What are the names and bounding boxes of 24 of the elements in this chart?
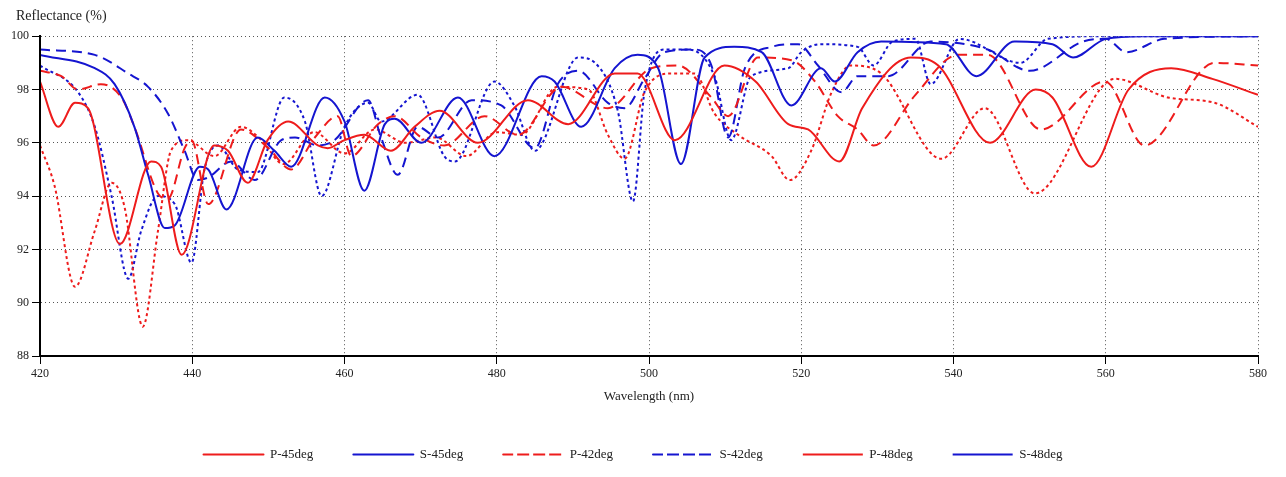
x-tick-label: 520	[792, 366, 811, 381]
x-axis-title: Wavelength (nm)	[603, 387, 695, 403]
legend-label: S-42deg	[719, 445, 764, 461]
y-tick-label: 98	[17, 81, 29, 96]
x-tick-label: 540	[944, 366, 963, 381]
y-tick-label: 90	[17, 294, 29, 309]
y-tick-label: 94	[17, 188, 29, 203]
y-axis-title: Reflectance (%)	[16, 8, 108, 25]
y-tick-label: 88	[17, 348, 29, 363]
x-tick-label: 440	[183, 366, 202, 381]
x-tick-label: 460	[335, 366, 354, 381]
y-tick-label: 96	[17, 134, 29, 149]
x-tick-label: 420	[31, 366, 49, 381]
legend-label: P-45deg	[270, 445, 314, 461]
x-tick-label: 560	[1096, 366, 1115, 381]
x-tick-label: 500	[640, 366, 658, 381]
y-tick-label: 92	[17, 241, 29, 256]
legend-label: P-48deg	[869, 445, 914, 461]
x-tick-label: 480	[487, 366, 506, 381]
legend-label: S-48deg	[1019, 445, 1063, 461]
legend-label: S-45deg	[419, 445, 464, 461]
legend-label: P-42deg	[569, 445, 614, 461]
x-tick-label: 580	[1249, 366, 1267, 381]
y-tick-label: 100	[11, 28, 29, 43]
